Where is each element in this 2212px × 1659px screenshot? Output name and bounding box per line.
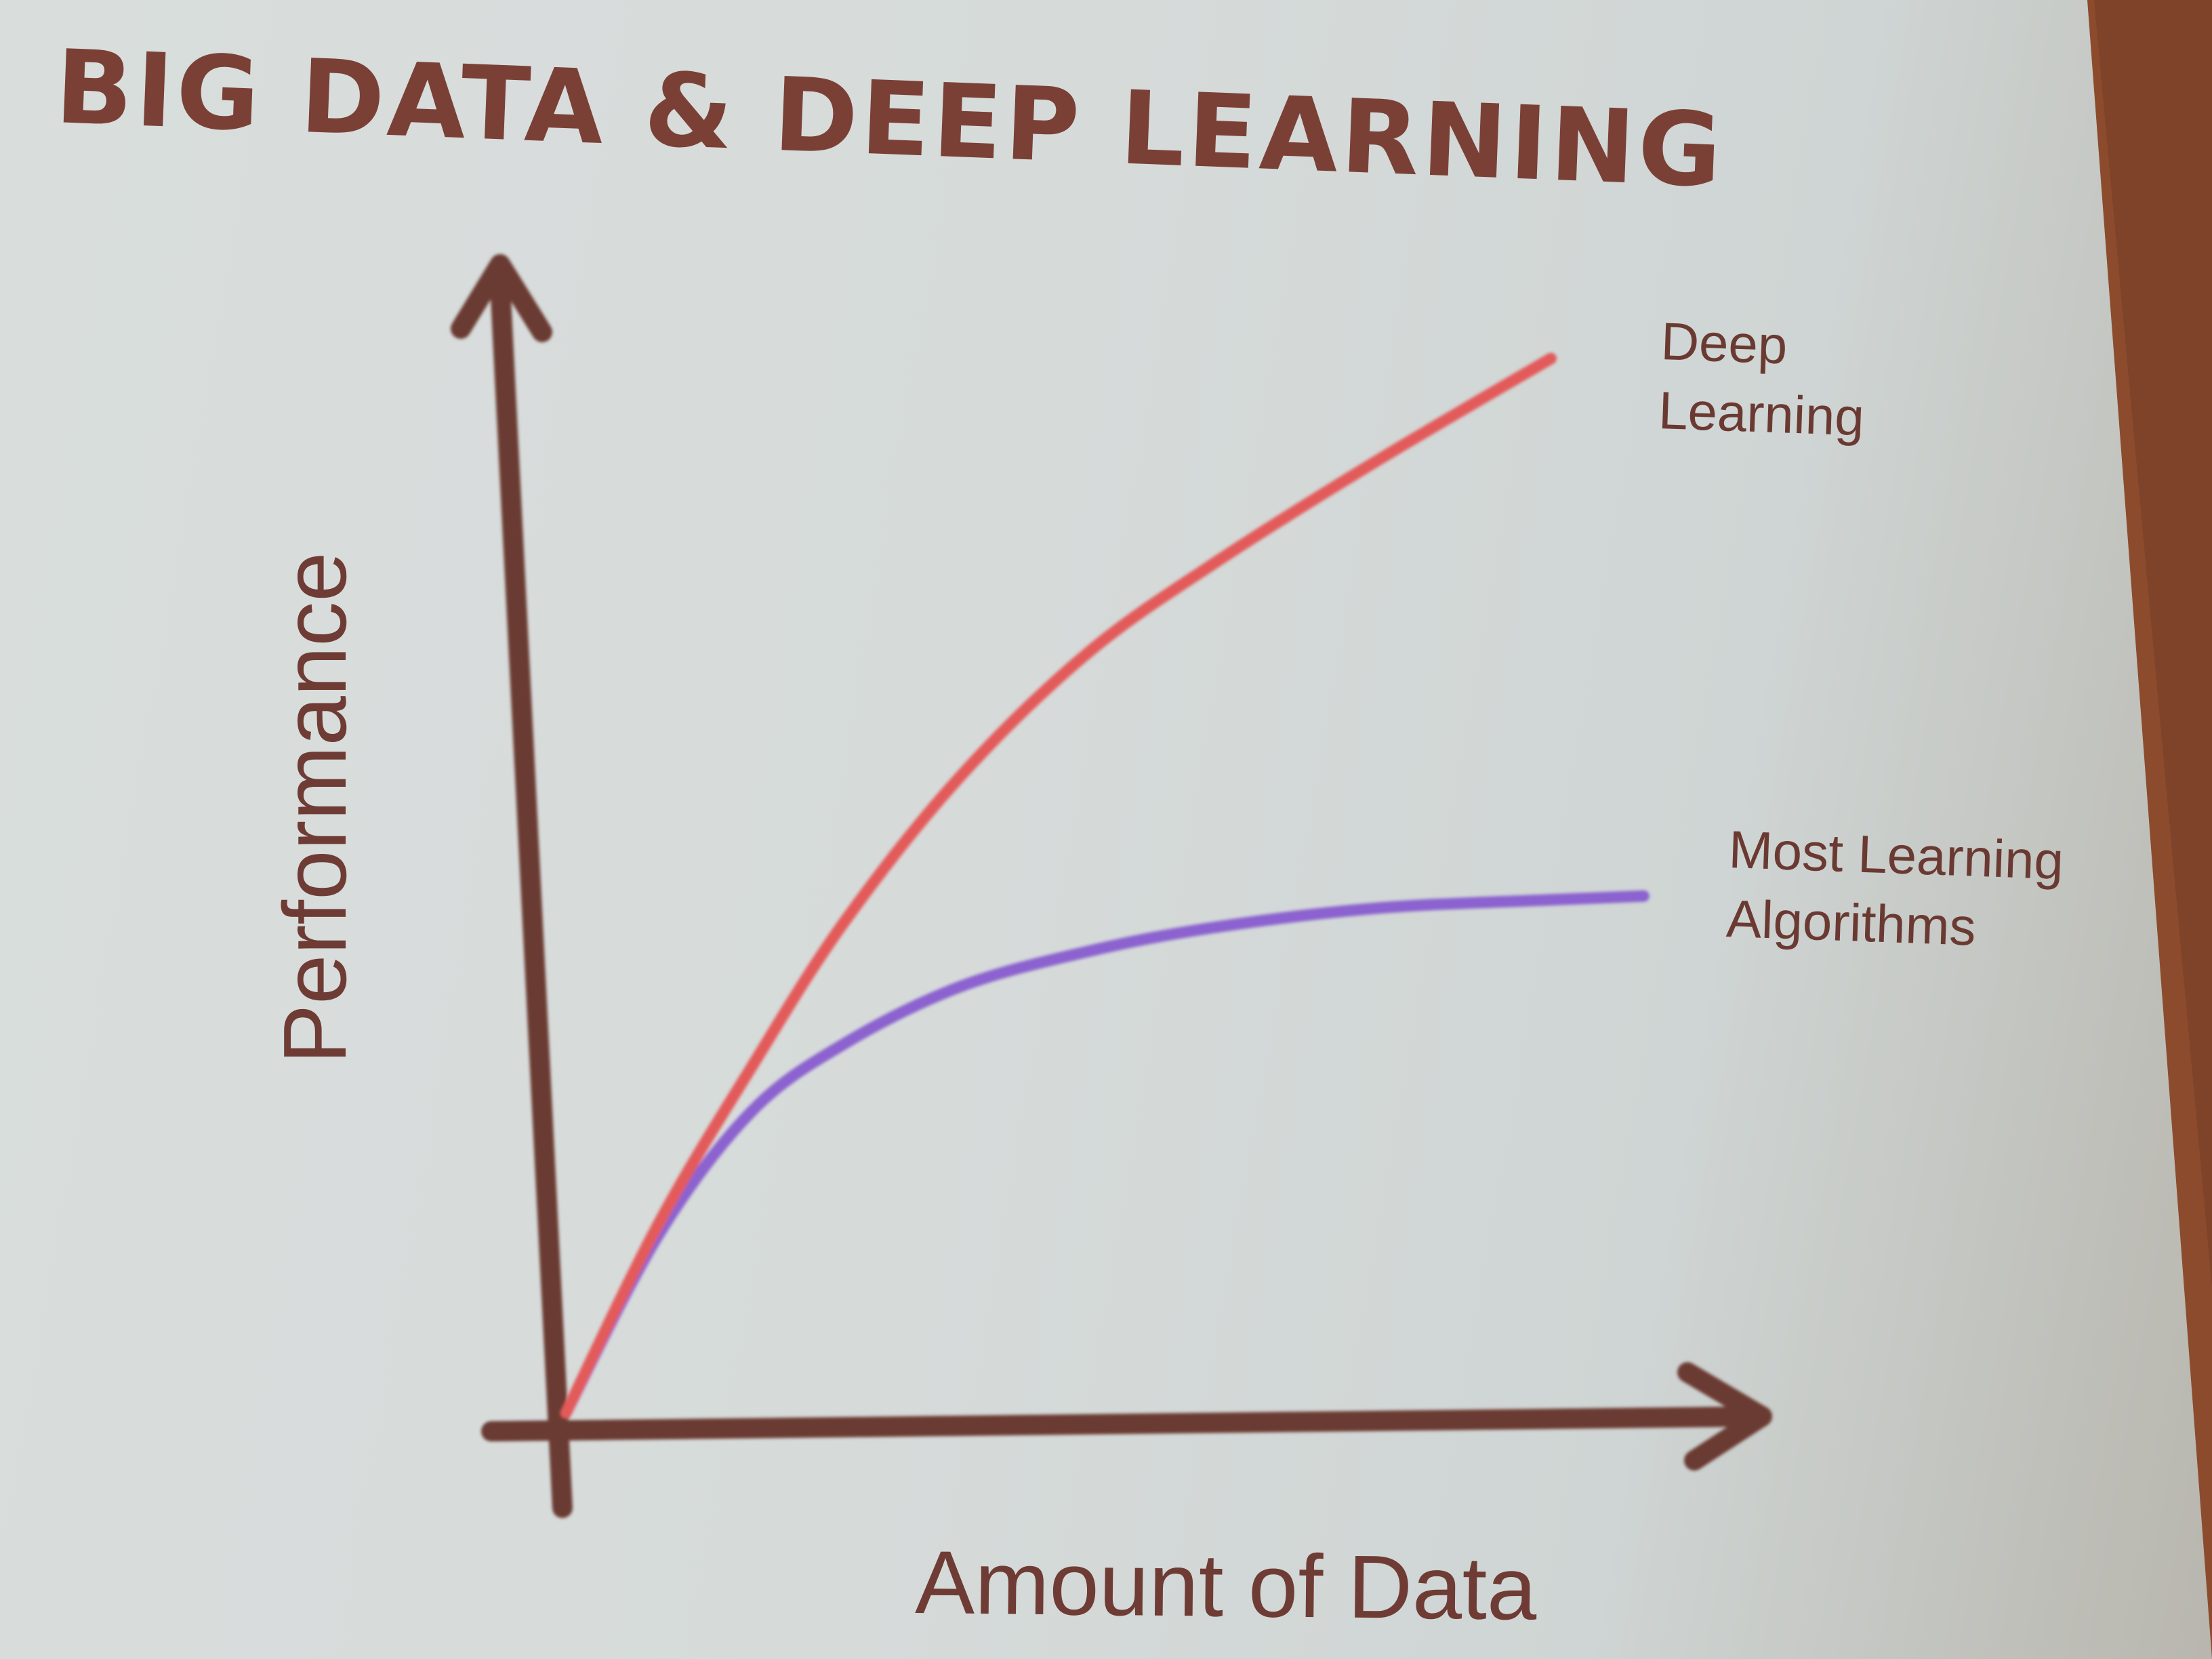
y-axis-arrow-icon: [451, 254, 552, 342]
y-axis-line: [490, 274, 573, 1518]
axes: [451, 254, 1772, 1518]
series-layer: [560, 352, 1650, 1419]
series-labels: Most LearningAlgorithms DeepLearning: [1658, 311, 2065, 960]
y-axis-label: Performance: [265, 552, 365, 1064]
series-label-most-learning-algorithms: Most LearningAlgorithms: [1725, 819, 2065, 960]
chart-title: BIG DATA & DEEP LEARNING: [54, 28, 1727, 210]
series-label-deep-learning: DeepLearning: [1658, 311, 1868, 447]
x-axis-label: Amount of Data: [915, 1532, 1538, 1639]
series-line-deep-learning: [560, 352, 1557, 1419]
x-axis-line: [481, 1406, 1772, 1441]
series-line-most-learning-algorithms: [560, 890, 1650, 1419]
x-axis-arrow-icon: [1677, 1362, 1772, 1471]
